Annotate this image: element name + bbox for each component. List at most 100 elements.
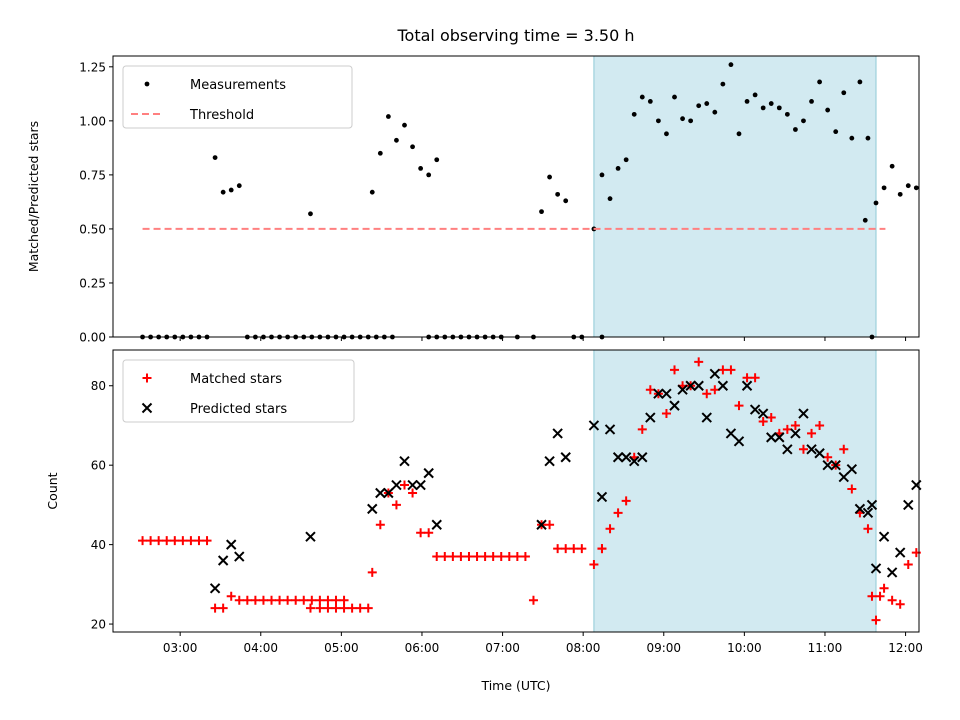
matched-stars-point (283, 595, 293, 605)
matched-stars-point (512, 552, 522, 562)
measurement-point (760, 105, 766, 111)
measurement-point (889, 163, 895, 169)
measurement-point (712, 109, 718, 115)
matched-stars-point (694, 357, 704, 367)
measurement-point (849, 135, 855, 141)
matched-stars-point (307, 595, 317, 605)
matched-stars-point (798, 444, 808, 454)
matched-stars-point (299, 595, 309, 605)
x-tick-label: 09:00 (646, 641, 681, 655)
measurement-point (696, 103, 702, 109)
predicted-stars-point (415, 479, 426, 491)
matched-stars-point (400, 480, 410, 490)
matched-stars-point (367, 567, 377, 577)
matched-stars-point (323, 595, 333, 605)
measurement-point (236, 183, 242, 189)
measurement-point (615, 166, 621, 171)
x-tick-label: 07:00 (485, 641, 520, 655)
predicted-stars-point (838, 471, 849, 483)
predicted-stars-point (423, 467, 434, 479)
predicted-stars-point (399, 456, 410, 467)
predicted-stars-point (733, 436, 745, 447)
predicted-stars-point (604, 424, 616, 435)
observing-window-span (593, 55, 877, 338)
predicted-stars-point (814, 448, 825, 459)
matched-stars-point (895, 599, 905, 609)
matched-stars-point (520, 552, 530, 562)
y-tick-label: 0.25 (79, 276, 106, 290)
legend: Measurements Threshold (122, 65, 353, 129)
legend-marker-matched (142, 373, 152, 383)
observing-window-span (593, 349, 877, 633)
measurement-point (862, 217, 868, 223)
measurement-point (913, 185, 919, 191)
predicted-stars-point (234, 551, 245, 562)
matched-stars-point (734, 401, 744, 411)
matched-stars-point (790, 420, 800, 430)
matched-stars-point (871, 615, 881, 625)
legend-marker-measurements (144, 81, 150, 87)
measurement-point (897, 191, 903, 197)
predicted-stars-point (701, 412, 712, 423)
matched-stars-point (742, 373, 752, 383)
matched-stars-point (621, 496, 631, 506)
plot-frame (112, 55, 920, 338)
matched-stars-point (766, 413, 776, 423)
predicted-stars-point (693, 380, 704, 391)
chart-title: Total observing time = 3.50 h (396, 26, 634, 45)
bottom-panel: 20 40 60 80 03:00 04:00 05:00 06:00 07:00 08:00 09… (45, 349, 923, 655)
predicted-stars-point (870, 563, 882, 574)
measurement-point (720, 81, 726, 87)
matched-stars-point (339, 603, 349, 613)
matched-stars-point (589, 559, 599, 569)
predicted-stars-point (766, 432, 777, 443)
predicted-stars-point (367, 503, 378, 515)
legend-box (122, 359, 355, 423)
matched-stars-point (315, 595, 325, 605)
predicted-stars-point (391, 479, 402, 491)
plot-frame (112, 349, 920, 633)
measurement-point (599, 172, 605, 178)
predicted-stars-point (822, 459, 833, 471)
predicted-stars-point (854, 503, 866, 515)
matched-stars-point (726, 365, 736, 375)
matched-stars-point (186, 536, 196, 546)
measurement-point (220, 189, 226, 195)
measurement-point (704, 101, 710, 106)
measurement-point (680, 116, 685, 122)
top-panel: 0.00 0.25 0.50 0.75 1.00 1.25 Matched/Predicte… (26, 55, 920, 345)
measurement-point (639, 94, 645, 100)
matched-stars-point (339, 595, 349, 605)
measurement-point (228, 187, 234, 193)
matched-stars-point (750, 373, 760, 383)
predicted-stars-point (717, 380, 729, 391)
measurement-point (841, 90, 847, 96)
x-tick-label: 12:00 (888, 641, 923, 655)
matched-stars-point (408, 488, 418, 498)
matched-stars-point (267, 595, 277, 605)
predicted-stars-point (544, 456, 555, 467)
measurement-point (865, 135, 871, 141)
x-tick-label: 03:00 (163, 641, 198, 655)
measurement-point (664, 131, 669, 137)
matched-stars-point (718, 365, 728, 375)
matched-stars-point (331, 595, 341, 605)
measurement-point (857, 79, 863, 85)
matched-stars-point (839, 444, 849, 454)
predicted-stars-point (757, 408, 769, 419)
matched-stars-point (226, 591, 236, 601)
matched-stars-point (887, 595, 897, 605)
y-tick-label: 60 (91, 459, 106, 473)
matched-stars-point (456, 552, 466, 562)
matched-stars-point (496, 552, 506, 562)
predicted-stars-point (709, 368, 721, 380)
predicted-stars-point (552, 428, 563, 439)
predicted-stars-point (806, 444, 817, 455)
legend-label: Measurements (190, 78, 286, 93)
x-tick-label: 06:00 (405, 641, 440, 655)
matched-stars-point (605, 524, 615, 534)
predicted-stars-point (645, 412, 656, 423)
predicted-stars-point (725, 428, 737, 439)
predicted-stars-point (798, 408, 809, 419)
